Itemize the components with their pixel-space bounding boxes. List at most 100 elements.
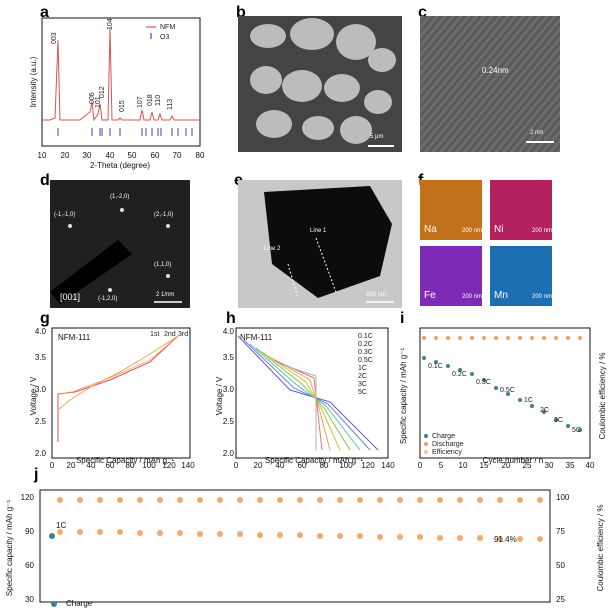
svg-text:100: 100 — [142, 461, 156, 470]
saed-spot-1: (1,-2,0) — [110, 194, 130, 200]
svg-text:0: 0 — [234, 461, 239, 470]
panel-h: h NFM-111 Voltage / V 2.0 2.5 3.0 3.5 4.… — [210, 310, 400, 470]
cycling-retention: 91.4% — [494, 535, 517, 544]
svg-text:40: 40 — [87, 461, 96, 470]
panel-g: g NFM-111 Voltage / V 2.0 2.5 3.0 3.5 4.… — [0, 310, 210, 470]
svg-text:25: 25 — [523, 461, 532, 470]
hrtem-dspacing: 0.24nm — [482, 66, 509, 75]
svg-text:0.3C: 0.3C — [476, 379, 491, 386]
panel-e: e Line 1 Line 2 200 nm — [210, 170, 410, 310]
svg-text:20: 20 — [502, 461, 511, 470]
gcd-xlabel: Specific Capacity / mAh g⁻¹ — [75, 456, 175, 465]
svg-text:2.5: 2.5 — [35, 417, 47, 426]
panel-b: b 5 μm — [210, 0, 410, 170]
svg-text:1C: 1C — [524, 397, 533, 404]
svg-text:140: 140 — [181, 461, 195, 470]
saed-image: (1,-2,0) (-1,-1,0) (2,-1,0) (1,1,0) (-1,… — [50, 180, 190, 308]
saed-scale-text: 2 1/nm — [156, 292, 175, 298]
svg-text:30: 30 — [545, 461, 554, 470]
svg-text:4.0: 4.0 — [223, 327, 235, 336]
saed-spot-2: (-1,-1,0) — [54, 212, 76, 218]
svg-text:70: 70 — [173, 151, 182, 160]
eds-map-mn: Mn 200 nm — [490, 246, 552, 306]
svg-text:20: 20 — [61, 151, 70, 160]
xrd-pattern — [42, 27, 200, 122]
sem-scale-text: 5 μm — [370, 134, 384, 140]
svg-text:3C: 3C — [554, 417, 563, 424]
svg-text:40: 40 — [586, 461, 595, 470]
svg-text:120: 120 — [361, 461, 375, 470]
svg-text:50: 50 — [556, 561, 565, 570]
svg-text:3.0: 3.0 — [223, 385, 235, 394]
svg-text:25: 25 — [556, 595, 565, 604]
xrd-peak-labels: 003 006 101 012 104 015 107 018 110 113 — [51, 18, 174, 112]
svg-text:60: 60 — [151, 151, 160, 160]
rate-voltage-xlabel: Specific Capacity / mAh g⁻¹ — [264, 456, 364, 465]
svg-text:3rd: 3rd — [178, 331, 188, 338]
svg-text:2.0: 2.0 — [223, 449, 235, 458]
panel-c-label: c — [418, 4, 427, 21]
saed-spot-5: (-1,2,0) — [98, 296, 118, 302]
svg-text:0: 0 — [50, 461, 55, 470]
tem-linescan-image: Line 1 Line 2 200 nm — [238, 180, 402, 308]
svg-text:015: 015 — [119, 100, 126, 112]
eds-map-na: Na 200 nm — [420, 180, 482, 240]
gcd-title: NFM-111 — [58, 333, 91, 342]
svg-text:2nd: 2nd — [164, 331, 176, 338]
svg-text:Specific capacity / mAh g⁻¹: Specific capacity / mAh g⁻¹ — [400, 348, 408, 445]
panel-b-label: b — [236, 4, 246, 21]
panel-d-label: d — [40, 172, 50, 189]
sem-image: 5 μm — [238, 16, 402, 152]
svg-text:2C: 2C — [358, 373, 367, 380]
svg-text:30: 30 — [25, 595, 34, 604]
cycling-rate-label: 1C — [56, 521, 66, 530]
svg-text:4.0: 4.0 — [35, 327, 47, 336]
hrtem-image: 0.24nm 2 nm — [420, 16, 560, 152]
svg-text:80: 80 — [320, 461, 329, 470]
svg-text:O3: O3 — [160, 34, 169, 41]
svg-text:2.0: 2.0 — [35, 449, 47, 458]
svg-text:Discharge: Discharge — [432, 441, 464, 448]
panel-j: j Specific capacity / mAh g⁻¹ Coulombic … — [0, 466, 611, 610]
panel-d: d (1,-2,0) (-1,-1,0) (2,-1,0) (1,1,0) (-… — [0, 170, 210, 310]
svg-text:2C: 2C — [540, 407, 549, 414]
xrd-xlabel: 2-Theta (degree) — [90, 161, 150, 170]
rate-capability-xlabel: Cycle number / n — [482, 456, 544, 465]
svg-text:5: 5 — [439, 461, 444, 470]
svg-text:Charge: Charge — [432, 433, 455, 440]
saed-zone: [001] — [60, 292, 81, 302]
panel-f: f Na 200 nm Ni 200 nm Fe 200 nm Mn 200 n… — [410, 170, 611, 310]
cycling-chart: Specific capacity / mAh g⁻¹ Coulombic ef… — [5, 489, 605, 608]
svg-text:3.0: 3.0 — [35, 385, 47, 394]
svg-text:0.2C: 0.2C — [452, 371, 467, 378]
panel-a-label: a — [40, 4, 49, 21]
svg-text:40: 40 — [276, 461, 285, 470]
hrtem-scale-text: 2 nm — [530, 130, 544, 136]
saed-spot-4: (1,1,0) — [154, 262, 172, 268]
svg-text:100: 100 — [556, 493, 570, 502]
svg-text:0.1C: 0.1C — [428, 363, 443, 370]
svg-text:107: 107 — [137, 96, 144, 108]
svg-text:NFM-111: NFM-111 — [240, 333, 273, 342]
svg-text:40: 40 — [106, 151, 115, 160]
svg-text:100: 100 — [339, 461, 353, 470]
svg-text:Voltage / V: Voltage / V — [215, 376, 224, 415]
tem-line-1: Line 1 — [310, 228, 327, 234]
svg-text:Efficiency: Efficiency — [432, 449, 462, 456]
svg-text:3.5: 3.5 — [35, 353, 47, 362]
gcd-chart: NFM-111 Voltage / V 2.0 2.5 3.0 3.5 4.0 … — [29, 327, 195, 470]
svg-text:113: 113 — [167, 99, 174, 110]
svg-text:140: 140 — [381, 461, 395, 470]
svg-text:Coulombic efficiency / %: Coulombic efficiency / % — [596, 505, 605, 592]
svg-text:0.5C: 0.5C — [358, 357, 373, 364]
svg-text:012: 012 — [99, 86, 106, 98]
svg-text:60: 60 — [106, 461, 115, 470]
cycling-legend-charge: Charge — [66, 599, 93, 608]
xrd-xticks: 10 20 30 40 50 60 70 80 — [38, 151, 205, 160]
saed-spot-3: (2,-1,0) — [154, 212, 174, 218]
svg-text:3C: 3C — [358, 381, 367, 388]
svg-text:75: 75 — [556, 527, 565, 536]
svg-text:80: 80 — [126, 461, 135, 470]
svg-text:0.5C: 0.5C — [500, 387, 515, 394]
panel-c: c 0.24nm 2 nm — [410, 0, 611, 170]
